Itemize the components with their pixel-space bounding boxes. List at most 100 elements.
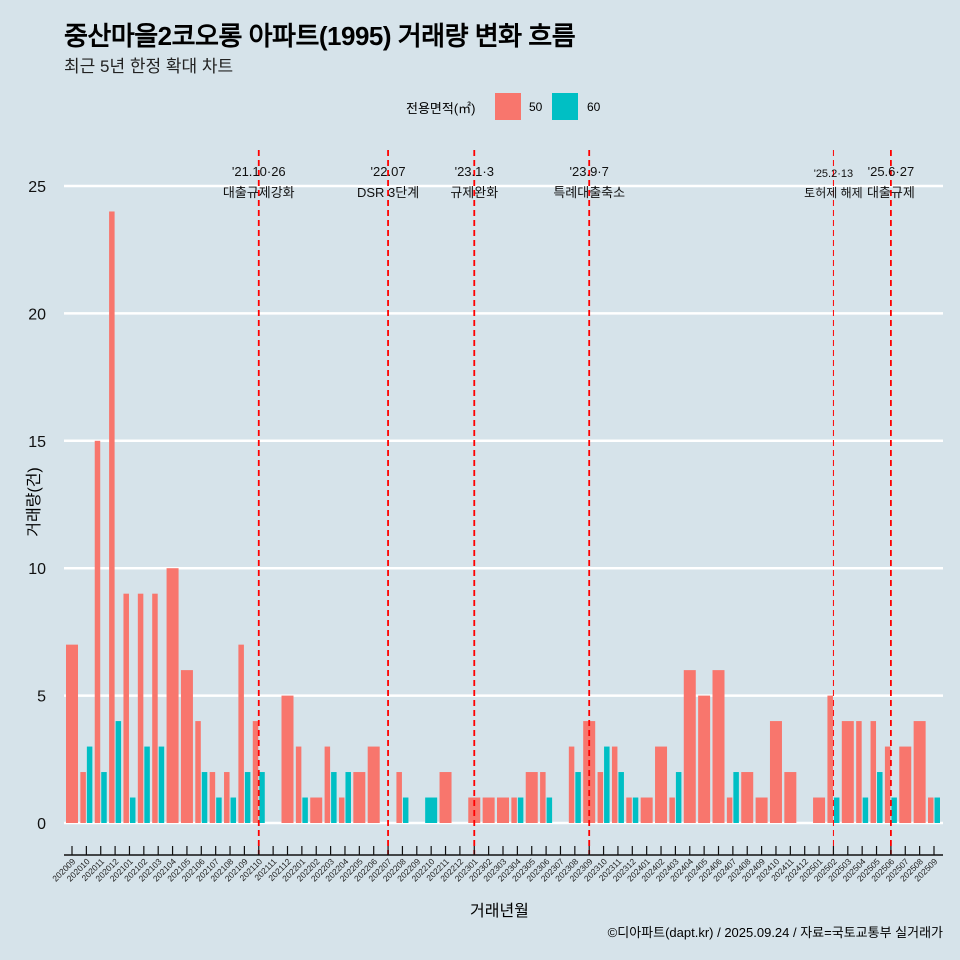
bar-60 [618, 772, 624, 823]
bar-50 [338, 797, 345, 823]
y-axis-title: 거래량(건) [26, 467, 43, 537]
caption: ©디아파트(dapt.kr) / 2025.09.24 / 자료=국토교통부 실… [607, 925, 943, 940]
bar-50 [252, 721, 259, 823]
bar-60 [230, 797, 237, 823]
bar-60 [129, 797, 136, 823]
y-tick-label: 15 [28, 434, 46, 451]
bar-60 [144, 746, 150, 823]
bar-50 [209, 772, 216, 823]
bar-60 [877, 772, 883, 823]
bar-50 [94, 440, 101, 823]
bar-60 [546, 797, 553, 823]
bar-60 [425, 797, 438, 823]
bar-50 [109, 211, 115, 824]
annotation-date: '21.10·26 [232, 164, 286, 179]
bar-60 [101, 772, 107, 823]
bar-60 [244, 772, 251, 823]
bar-50 [439, 772, 452, 823]
bar-50 [166, 568, 179, 823]
bar-50 [698, 695, 711, 823]
bar-60 [115, 721, 122, 823]
bar-50 [80, 772, 86, 823]
legend-label-50: 50 [529, 100, 543, 114]
annotation-label: 규제완화 [450, 185, 498, 200]
bar-50 [597, 772, 604, 823]
annotation-date: '23.9·7 [570, 164, 609, 179]
bar-50 [640, 797, 653, 823]
bar-50 [310, 797, 323, 823]
bar-50 [712, 670, 725, 823]
bar-50 [683, 670, 696, 823]
legend-title: 전용면적(㎡) [406, 101, 476, 116]
y-tick-label: 25 [28, 179, 46, 196]
x-axis: 2020092020102020112020122021012021022021… [50, 846, 943, 883]
bar-50 [669, 797, 675, 823]
bar-50 [525, 772, 538, 823]
bar-50 [856, 721, 862, 823]
bar-60 [302, 797, 308, 823]
annotations: '21.10·26 대출규제강화 '22.07 DSR 3단계 '23.1·3 규제완화 '… [223, 164, 915, 200]
bar-50 [66, 644, 78, 823]
bar-60 [604, 746, 610, 823]
legend-label-60: 60 [587, 100, 601, 114]
bar-50 [195, 721, 201, 823]
bar-50 [281, 695, 294, 823]
bar-50 [913, 721, 926, 823]
bar-60 [675, 772, 682, 823]
bar-50 [511, 797, 517, 823]
bar-60 [575, 772, 581, 823]
bar-50 [870, 721, 877, 823]
bar-50 [726, 797, 733, 823]
bar-50 [784, 772, 797, 823]
chart-subtitle: 최근 5년 한정 확대 차트 [64, 57, 234, 76]
bar-60 [86, 746, 93, 823]
bar-50 [540, 772, 546, 823]
bar-60 [632, 797, 639, 823]
bar-60 [891, 797, 897, 823]
bar-50 [626, 797, 632, 823]
bar-60 [158, 746, 165, 823]
bar-50 [482, 797, 495, 823]
bar-50 [353, 772, 366, 823]
bar-50 [928, 797, 934, 823]
bar-50 [367, 746, 380, 823]
bar-50 [741, 772, 754, 823]
bar-50 [224, 772, 230, 823]
bar-60 [331, 772, 337, 823]
x-axis-title: 거래년월 [470, 903, 529, 920]
annotation-date: '25.6·27 [868, 164, 915, 179]
legend-swatch-50 [495, 93, 521, 120]
annotation-label: 특례대출축소 [553, 185, 625, 200]
bar-60 [733, 772, 739, 823]
bar-50 [813, 797, 826, 823]
bar-50 [152, 593, 158, 823]
bar-50 [611, 746, 618, 823]
bar-50 [827, 695, 833, 823]
bar-50 [841, 721, 854, 823]
bar-50 [755, 797, 768, 823]
annotation-date: '25.2·13 [814, 168, 853, 180]
legend-swatch-60 [552, 93, 578, 120]
annotation-date: '23.1·3 [455, 164, 494, 179]
annotation-label: DSR 3단계 [357, 185, 419, 200]
annotation-label: 대출규제 [867, 185, 915, 200]
y-axis: 0 5 10 15 20 25 [28, 179, 46, 833]
bar-50 [655, 746, 668, 823]
bar-50 [123, 593, 129, 823]
bar-50 [137, 593, 144, 823]
y-tick-label: 0 [37, 816, 46, 833]
annotation-label: 토허제 해제 [804, 186, 863, 200]
annotation-lines [257, 150, 892, 855]
bar-50 [899, 746, 912, 823]
bar-50 [497, 797, 509, 823]
bar-60 [216, 797, 222, 823]
bar-50 [396, 772, 402, 823]
annotation-date: '22.07 [371, 164, 406, 179]
y-tick-label: 5 [37, 689, 46, 706]
annotation-label: 대출규제강화 [223, 185, 295, 200]
bar-60 [517, 797, 524, 823]
bar-60 [833, 797, 840, 823]
bar-50 [769, 721, 782, 823]
bar-50 [295, 746, 302, 823]
